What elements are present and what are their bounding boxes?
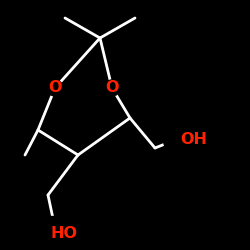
Circle shape [47,80,63,96]
Circle shape [164,126,192,154]
Circle shape [38,216,66,244]
Text: O: O [105,80,119,96]
Circle shape [104,80,120,96]
Text: OH: OH [180,132,207,148]
Text: HO: HO [50,226,77,240]
Text: O: O [48,80,62,96]
